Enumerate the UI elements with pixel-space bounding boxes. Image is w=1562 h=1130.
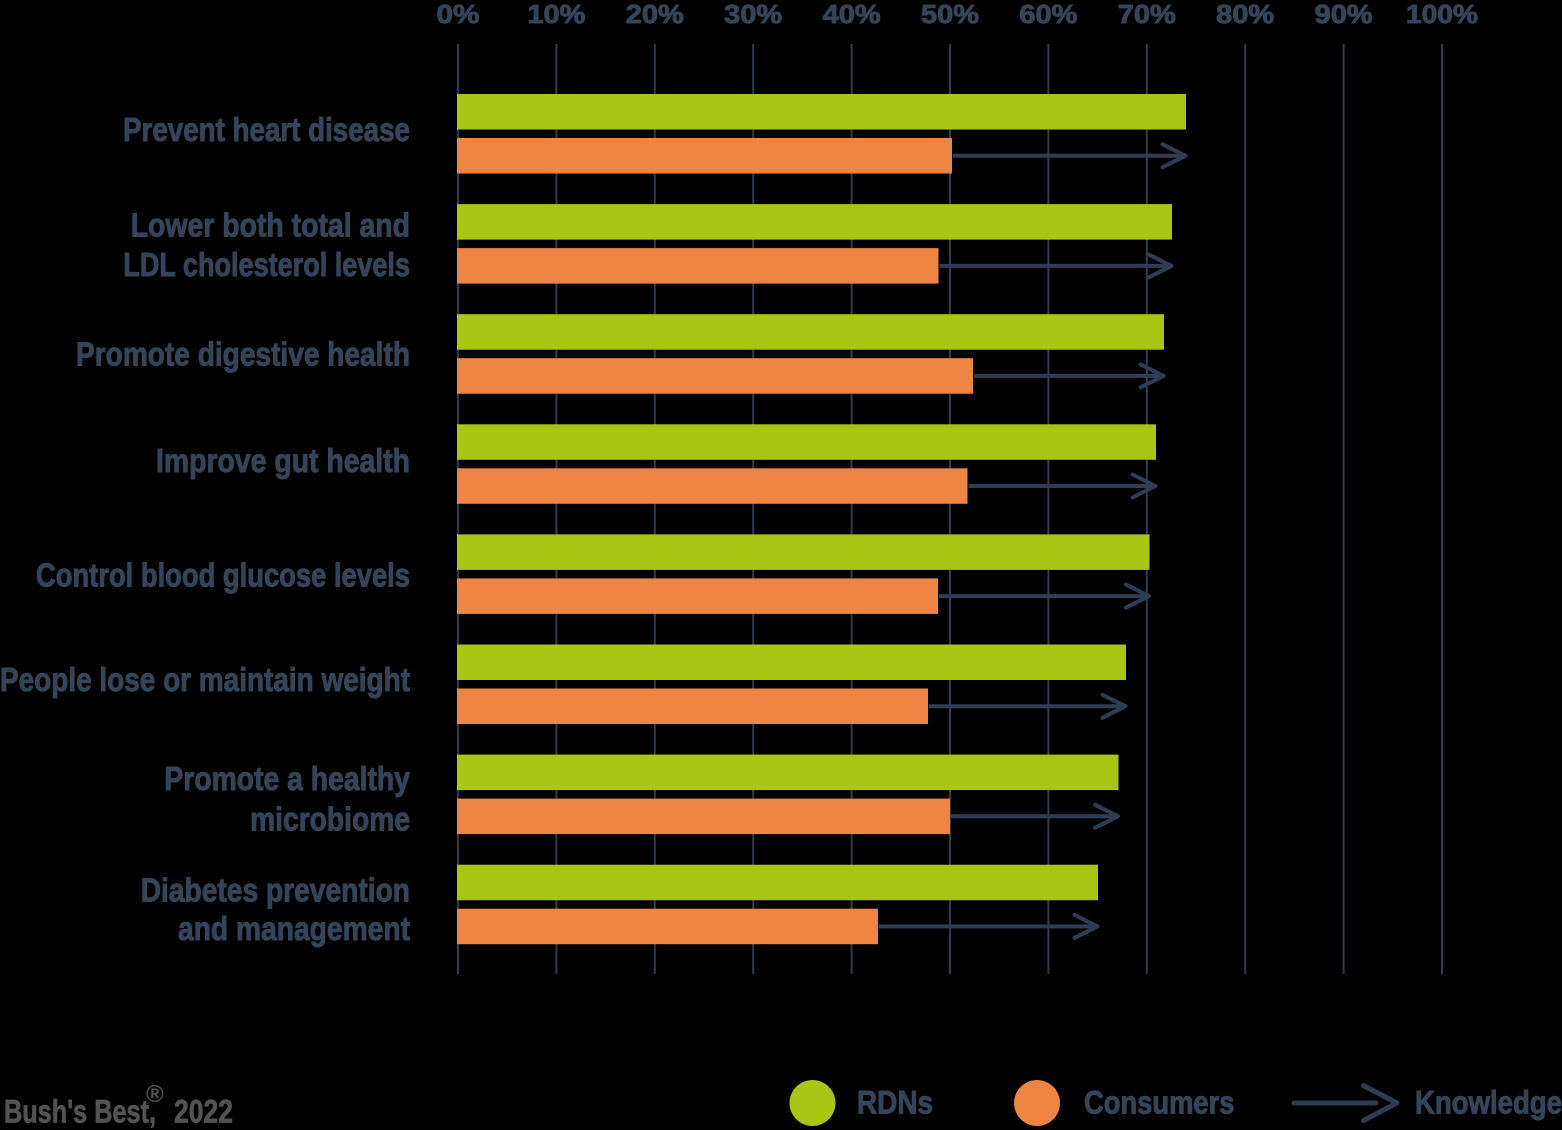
svg-text:LDL cholesterol levels: LDL cholesterol levels bbox=[123, 246, 410, 283]
svg-text:60%: 60% bbox=[1019, 0, 1077, 29]
svg-text:Knowledge: Knowledge bbox=[1415, 1085, 1562, 1121]
svg-text:®: ® bbox=[146, 1081, 164, 1108]
svg-text:and management: and management bbox=[178, 910, 410, 947]
svg-text:Consumers: Consumers bbox=[1084, 1085, 1235, 1121]
svg-text:100%: 100% bbox=[1406, 0, 1478, 29]
svg-text:Improve gut health: Improve gut health bbox=[156, 442, 410, 479]
svg-text:50%: 50% bbox=[921, 0, 979, 29]
svg-text:90%: 90% bbox=[1315, 0, 1373, 29]
svg-text:0%: 0% bbox=[437, 0, 480, 29]
svg-text:80%: 80% bbox=[1216, 0, 1274, 29]
svg-text:Bush's Best,: Bush's Best, bbox=[4, 1094, 156, 1130]
svg-text:RDNs: RDNs bbox=[857, 1085, 933, 1121]
svg-text:Promote digestive health: Promote digestive health bbox=[76, 336, 410, 373]
svg-text:Promote a healthy: Promote a healthy bbox=[164, 760, 410, 797]
svg-text:Diabetes prevention: Diabetes prevention bbox=[141, 872, 410, 909]
svg-text:People lose or maintain weight: People lose or maintain weight bbox=[0, 661, 410, 698]
svg-text:2022: 2022 bbox=[174, 1094, 233, 1130]
svg-text:40%: 40% bbox=[823, 0, 881, 29]
svg-text:Lower both total and: Lower both total and bbox=[131, 206, 410, 243]
svg-text:Control blood glucose levels: Control blood glucose levels bbox=[36, 557, 410, 594]
svg-text:10%: 10% bbox=[527, 0, 585, 29]
svg-text:30%: 30% bbox=[724, 0, 782, 29]
svg-text:microbiome: microbiome bbox=[250, 800, 410, 837]
svg-text:70%: 70% bbox=[1118, 0, 1176, 29]
svg-text:20%: 20% bbox=[626, 0, 684, 29]
svg-text:Prevent heart disease: Prevent heart disease bbox=[123, 111, 410, 148]
